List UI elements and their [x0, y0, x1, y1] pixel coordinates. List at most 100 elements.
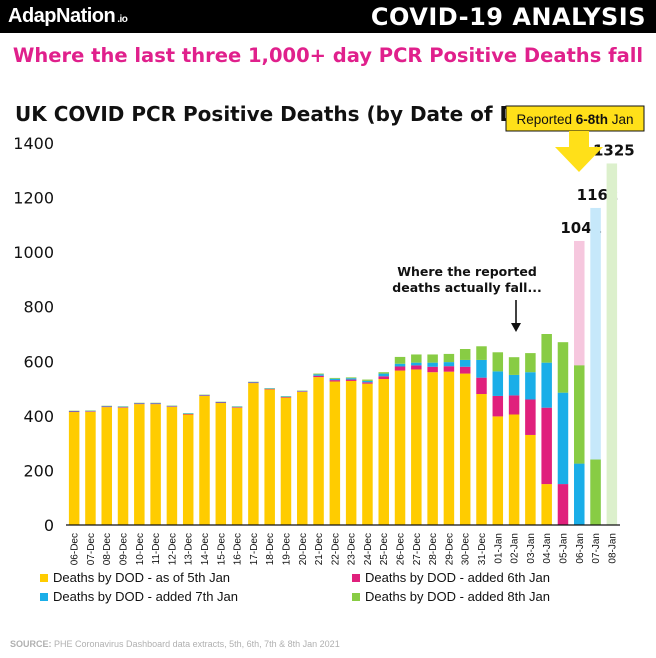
bar-segment [85, 411, 96, 412]
bar-segment [378, 376, 389, 380]
x-tick-label: 08-Jan [607, 533, 618, 564]
reported-label: Reported 6-8th Jan [516, 112, 633, 127]
x-tick-label: 11-Dec [151, 533, 162, 565]
bar-segment [68, 412, 80, 525]
bar-segment [117, 406, 129, 408]
bar-segment [541, 334, 552, 363]
bar-segment [199, 394, 210, 396]
bar-segment [508, 414, 520, 525]
bar-segment [117, 407, 129, 525]
bar-segment [574, 463, 585, 525]
bar-segment [231, 407, 243, 525]
bar-segment [248, 382, 259, 384]
x-tick-label: 20-Dec [298, 533, 309, 565]
bar-segment [378, 373, 389, 377]
bar-segment [68, 411, 80, 413]
y-tick-label: 800 [23, 298, 54, 317]
bar-segment [394, 370, 406, 525]
bar-segment [313, 375, 324, 378]
x-tick-label: 23-Dec [347, 533, 358, 565]
brand-suffix: .io [117, 14, 128, 25]
bar-segment [508, 374, 520, 396]
bar-segment [182, 414, 194, 525]
bar-segment [427, 366, 438, 373]
bar-segment [459, 359, 471, 367]
bar-segment [378, 379, 389, 525]
bar-segment [362, 379, 373, 381]
brand-logo: AdapNation .io [8, 5, 128, 28]
bar-segment [166, 405, 178, 407]
bar-segment [182, 413, 194, 414]
bar-segment [476, 346, 487, 360]
fall-arrow-head [511, 323, 521, 332]
x-tick-label: 05-Jan [558, 533, 569, 564]
x-tick-label: 15-Dec [216, 533, 227, 565]
bar-segment [101, 406, 112, 408]
bar-segment [117, 407, 129, 408]
x-tick-label: 01-Jan [493, 533, 504, 564]
bar-segment [345, 380, 357, 525]
y-tick-label: 600 [23, 352, 54, 371]
x-tick-label: 09-Dec [119, 533, 130, 565]
bar-segment [199, 395, 210, 396]
x-tick-label: 10-Dec [135, 533, 146, 565]
chart: 020040060080010001200140010411162132506-… [13, 105, 645, 604]
bar-segment [297, 390, 308, 392]
bar-segment [150, 404, 161, 525]
x-tick-label: 17-Dec [249, 533, 260, 565]
reported-arrow [555, 131, 603, 172]
x-tick-label: 24-Dec [363, 533, 374, 565]
x-tick-label: 21-Dec [314, 533, 325, 565]
y-tick-label: 200 [23, 461, 54, 480]
bar-segment [492, 416, 504, 525]
bar-segment [231, 406, 243, 408]
bar-segment [476, 394, 487, 525]
bar-segment [280, 396, 292, 398]
bar-segment [492, 395, 504, 417]
bar-segment [150, 403, 161, 405]
brand-name: AdapNation [8, 5, 116, 27]
bar-segment [362, 383, 373, 525]
x-tick-label: 27-Dec [412, 533, 423, 565]
bar-segment [362, 380, 373, 383]
legend-swatch [40, 593, 48, 601]
bar-segment [492, 371, 504, 396]
fall-note-line1: Where the reported [397, 264, 537, 279]
header-bar: AdapNation .io COVID-19 ANALYSIS [0, 0, 656, 33]
bar-segment [476, 359, 487, 378]
bar-segment [329, 380, 341, 382]
bar-segment [280, 397, 292, 398]
bar-segment [329, 377, 341, 379]
bar-segment [199, 395, 210, 525]
bar-segment [411, 354, 422, 363]
x-tick-label: 30-Dec [461, 533, 472, 565]
y-tick-label: 400 [23, 407, 54, 426]
bar-segment [476, 377, 487, 395]
bar-segment [248, 383, 259, 525]
bar-segment [182, 413, 194, 415]
bar-segment [248, 382, 259, 383]
legend-swatch [352, 593, 360, 601]
bar-segment [150, 403, 161, 404]
bar-segment [134, 404, 145, 525]
bar-segment [443, 353, 455, 363]
source-text: PHE Coronavirus Dashboard data extracts,… [54, 639, 340, 649]
bar-segment [443, 366, 455, 372]
x-tick-label: 06-Dec [70, 533, 81, 565]
bar-segment [345, 378, 357, 380]
bar-segment [525, 399, 536, 435]
bar-segment [362, 382, 373, 384]
banner-title: COVID-19 ANALYSIS [370, 3, 646, 31]
x-tick-label: 12-Dec [167, 533, 178, 565]
bar-segment [541, 407, 552, 485]
bar-segment [215, 402, 227, 404]
x-tick-label: 28-Dec [428, 533, 439, 565]
x-tick-label: 19-Dec [281, 533, 292, 565]
headline: Where the last three 1,000+ day PCR Posi… [12, 44, 644, 67]
bar-segment [525, 353, 536, 373]
bar-segment [329, 381, 341, 525]
bar-segment [345, 377, 357, 379]
x-tick-label: 06-Jan [575, 533, 586, 564]
bar-segment [541, 484, 552, 525]
bar-segment [297, 391, 308, 392]
